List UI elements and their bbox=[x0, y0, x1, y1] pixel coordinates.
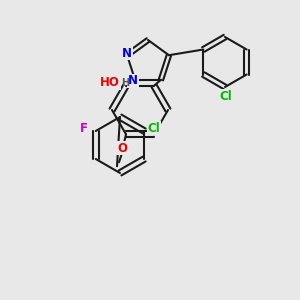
Text: O: O bbox=[117, 142, 127, 155]
Text: N: N bbox=[122, 47, 132, 60]
Text: H: H bbox=[121, 78, 129, 88]
Text: Cl: Cl bbox=[148, 122, 161, 134]
Text: N: N bbox=[128, 74, 138, 87]
Text: Cl: Cl bbox=[220, 89, 232, 103]
Text: F: F bbox=[80, 122, 88, 136]
Text: HO: HO bbox=[100, 76, 120, 89]
